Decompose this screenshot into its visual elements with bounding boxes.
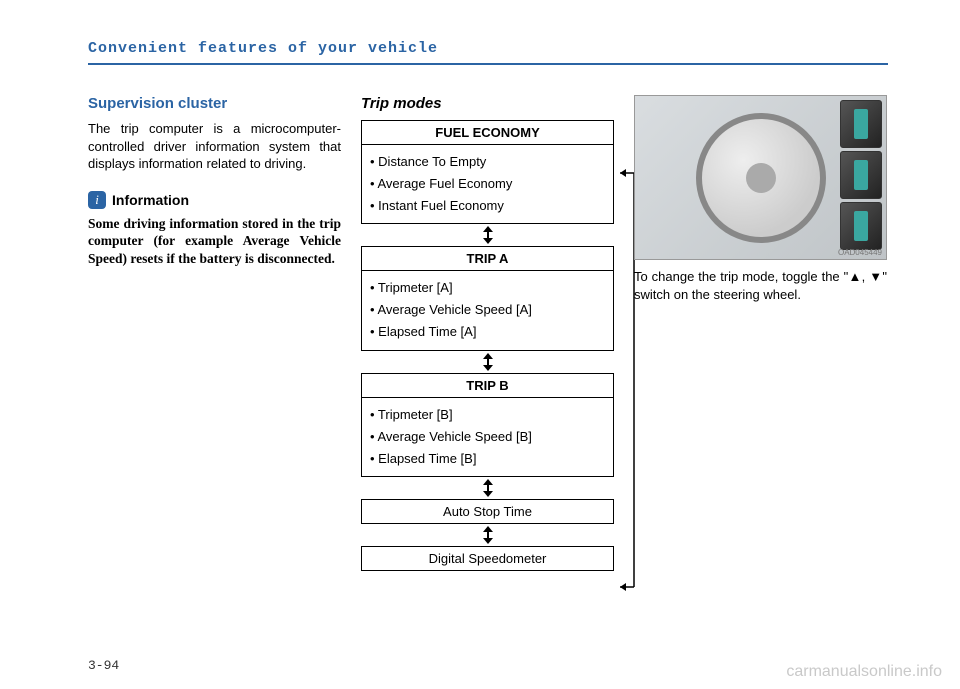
column-middle: Trip modes FUEL ECONOMY • Distance To Em… [361,95,614,571]
list-item: • Average Fuel Economy [370,173,605,195]
page-number: 3-94 [88,658,119,673]
intro-paragraph: The trip computer is a microcomputer-con… [88,120,341,173]
steering-wheel-image: OAD045449 [634,95,887,260]
digital-speedometer-box: Digital Speedometer [361,546,614,571]
trip-modes-heading: Trip modes [361,95,614,112]
switch-icon [840,100,882,148]
header-rule [88,63,888,65]
fuel-economy-box: FUEL ECONOMY • Distance To Empty • Avera… [361,120,614,224]
switch-icon [840,151,882,199]
column-left: Supervision cluster The trip computer is… [88,95,341,571]
trip-a-box: TRIP A • Tripmeter [A] • Average Vehicle… [361,246,614,350]
box-title: TRIP A [362,247,613,271]
box-title: TRIP B [362,374,613,398]
trip-b-box: TRIP B • Tripmeter [B] • Average Vehicle… [361,373,614,477]
list-item: • Tripmeter [A] [370,277,605,299]
info-label: Information [112,192,189,208]
list-item: • Average Vehicle Speed [B] [370,426,605,448]
list-item: • Elapsed Time [A] [370,321,605,343]
auto-stop-box: Auto Stop Time [361,499,614,524]
info-body: Some driving information stored in the t… [88,215,341,268]
info-heading-row: i Information [88,191,341,209]
double-arrow-icon [361,524,614,546]
switch-callouts [840,100,882,250]
section-header: Convenient features of your vehicle [88,40,888,63]
image-caption: To change the trip mode, toggle the "▲, … [634,268,887,303]
list-item: • Average Vehicle Speed [A] [370,299,605,321]
box-title: FUEL ECONOMY [362,121,613,145]
watermark: carmanualsonline.info [786,663,942,681]
list-item: • Instant Fuel Economy [370,195,605,217]
switch-icon [840,202,882,250]
double-arrow-icon [361,351,614,373]
double-arrow-icon [361,477,614,499]
double-arrow-icon [361,224,614,246]
list-item: • Elapsed Time [B] [370,448,605,470]
info-icon: i [88,191,106,209]
list-item: • Tripmeter [B] [370,404,605,426]
image-code: OAD045449 [838,248,882,257]
list-item: • Distance To Empty [370,151,605,173]
column-right: OAD045449 To change the trip mode, toggl… [634,95,887,571]
section-title: Supervision cluster [88,95,341,112]
wheel-icon [696,113,826,243]
